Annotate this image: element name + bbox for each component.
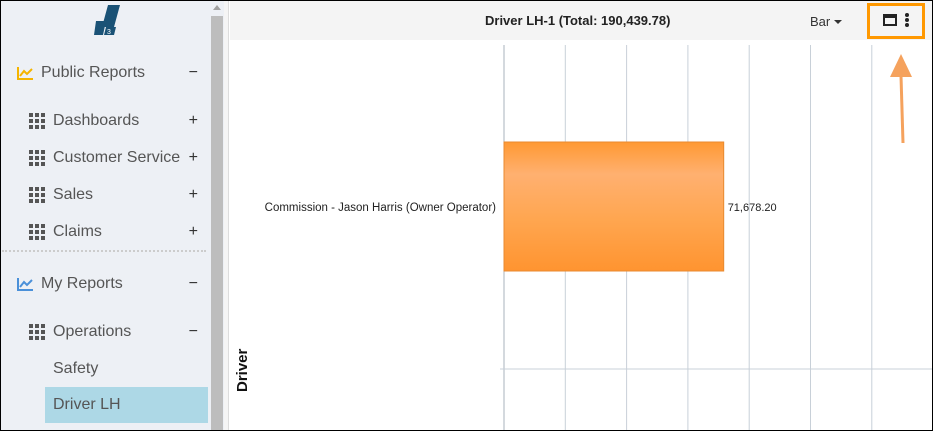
category-label: Commission - Jason Harris (Owner Operato…	[265, 202, 497, 214]
sidebar-item-label: Customer Service	[53, 149, 181, 166]
sidebar-item-dashboards[interactable]: Dashboards +	[0, 106, 210, 136]
line-chart-icon	[17, 278, 33, 291]
svg-text:3: 3	[107, 29, 111, 36]
expand-icon[interactable]: +	[188, 223, 198, 240]
grid-icon	[29, 324, 45, 340]
sidebar-section-my-reports[interactable]: My Reports −	[0, 269, 210, 299]
line-chart-icon	[17, 67, 33, 80]
divider	[2, 250, 206, 252]
sidebar-section-label: My Reports	[41, 275, 123, 292]
chart-type-dropdown[interactable]: Bar	[810, 14, 842, 29]
expand-icon[interactable]: +	[188, 112, 198, 129]
sidebar-item-claims[interactable]: Claims +	[0, 217, 210, 247]
splitter[interactable]	[224, 0, 229, 431]
logo: 3	[94, 5, 120, 36]
grid-icon	[29, 224, 45, 240]
sidebar-report-driver-lh-active[interactable]	[45, 387, 208, 423]
bar-chart: Commission - Jason Harris (Owner Operato…	[234, 45, 933, 431]
sidebar-item-operations[interactable]: Operations −	[0, 317, 210, 347]
sidebar-item-sales[interactable]: Sales +	[0, 180, 210, 210]
collapse-icon[interactable]: −	[188, 323, 198, 340]
chart-header: Driver LH-1 (Total: 190,439.78) Bar	[230, 0, 933, 40]
data-label: 71,678.20	[728, 202, 777, 214]
sidebar-report-label: Safety	[53, 360, 99, 377]
y-axis-label: Driver	[234, 348, 251, 392]
chart-panel: Driver LH-1 (Total: 190,439.78) Bar Comm…	[230, 0, 933, 431]
grid-icon	[29, 150, 45, 166]
sidebar-section-label: Public Reports	[41, 64, 146, 81]
sidebar: 3 Public Reports − Dashboards + Customer…	[0, 0, 210, 431]
sidebar-item-label: Claims	[53, 223, 102, 240]
sidebar-item-customer-service[interactable]: Customer Service +	[0, 143, 210, 173]
expand-icon[interactable]: +	[188, 149, 198, 166]
more-options-icon[interactable]	[905, 13, 909, 28]
bar[interactable]	[503, 141, 725, 272]
sidebar-item-label: Sales	[53, 186, 94, 203]
collapse-icon[interactable]: −	[188, 275, 198, 292]
scroll-up-arrow-icon[interactable]	[213, 5, 221, 10]
grid-icon	[29, 187, 45, 203]
sidebar-scrollbar[interactable]	[210, 0, 224, 431]
window-icon[interactable]	[883, 14, 897, 26]
sidebar-item-label: Dashboards	[53, 112, 140, 129]
expand-icon[interactable]: +	[188, 186, 198, 203]
collapse-icon[interactable]: −	[188, 64, 198, 81]
highlight-box	[867, 3, 925, 39]
chart-title: Driver LH-1 (Total: 190,439.78)	[485, 13, 671, 28]
sidebar-item-label: Operations	[53, 323, 132, 340]
sidebar-report-safety[interactable]: Safety	[0, 354, 210, 384]
sidebar-report-label: Driver LH	[53, 396, 121, 413]
scrollbar-thumb[interactable]	[211, 16, 223, 431]
grid-icon	[29, 113, 45, 129]
sidebar-section-public-reports[interactable]: Public Reports −	[0, 58, 210, 88]
sidebar-report-driver-lh[interactable]: Driver LH	[0, 390, 210, 420]
arrow-up-annotation-icon	[890, 54, 912, 144]
